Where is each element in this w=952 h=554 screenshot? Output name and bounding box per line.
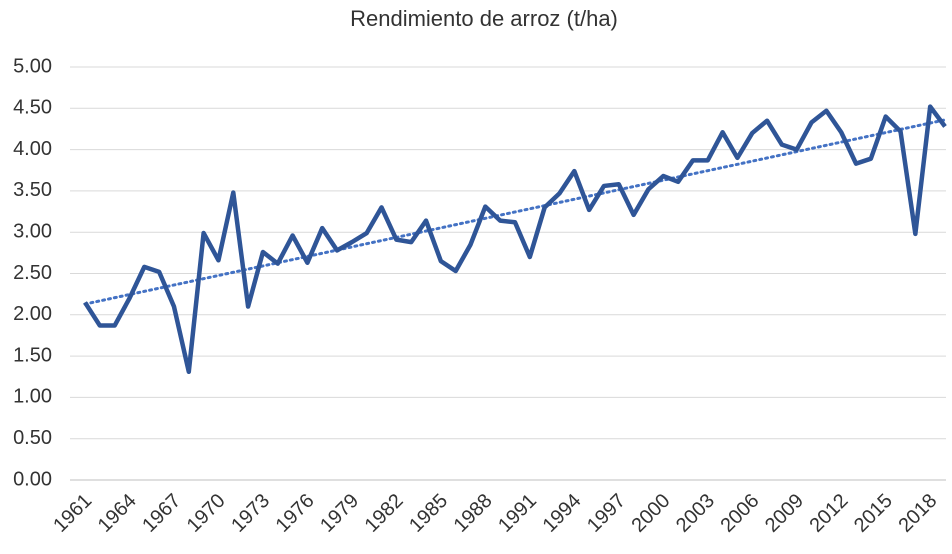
y-tick-label: 1.00 <box>13 386 52 408</box>
x-tick-label: 1967 <box>138 490 185 537</box>
x-tick-label: 1985 <box>405 490 452 537</box>
x-tick-label: 1976 <box>272 490 319 537</box>
chart-title: Rendimiento de arroz (t/ha) <box>350 6 618 31</box>
y-tick-label: 2.50 <box>13 262 52 284</box>
data-line <box>83 104 947 375</box>
y-tick-label: 4.50 <box>13 97 52 119</box>
y-tick-label: 0.50 <box>13 427 52 449</box>
x-tick-label: 2009 <box>761 490 808 537</box>
x-tick-label: 2015 <box>850 490 897 537</box>
trendline <box>83 118 947 306</box>
y-tick-label: 1.50 <box>13 344 52 366</box>
x-tick-label: 1973 <box>227 490 274 537</box>
x-tick-label: 1997 <box>583 490 630 537</box>
x-tick-label: 1994 <box>539 490 586 537</box>
x-tick-label: 1979 <box>316 490 363 537</box>
y-tick-label: 0.00 <box>13 468 52 490</box>
x-tick-label: 2018 <box>894 490 941 537</box>
x-tick-label: 2003 <box>672 490 719 537</box>
x-tick-label: 2000 <box>628 490 675 537</box>
x-tick-label: 1961 <box>49 490 96 537</box>
y-tick-label: 4.00 <box>13 138 52 160</box>
y-tick-label: 5.00 <box>13 55 52 77</box>
x-tick-label: 2012 <box>805 490 852 537</box>
y-tick-label: 3.50 <box>13 179 52 201</box>
x-tick-label: 1988 <box>450 490 497 537</box>
y-tick-label: 2.00 <box>13 303 52 325</box>
x-tick-label: 1982 <box>361 490 408 537</box>
x-tick-label: 1970 <box>183 490 230 537</box>
x-tick-label: 2006 <box>716 490 763 537</box>
x-tick-label: 1964 <box>94 490 141 537</box>
x-tick-label: 1991 <box>494 490 541 537</box>
y-tick-label: 3.00 <box>13 220 52 242</box>
